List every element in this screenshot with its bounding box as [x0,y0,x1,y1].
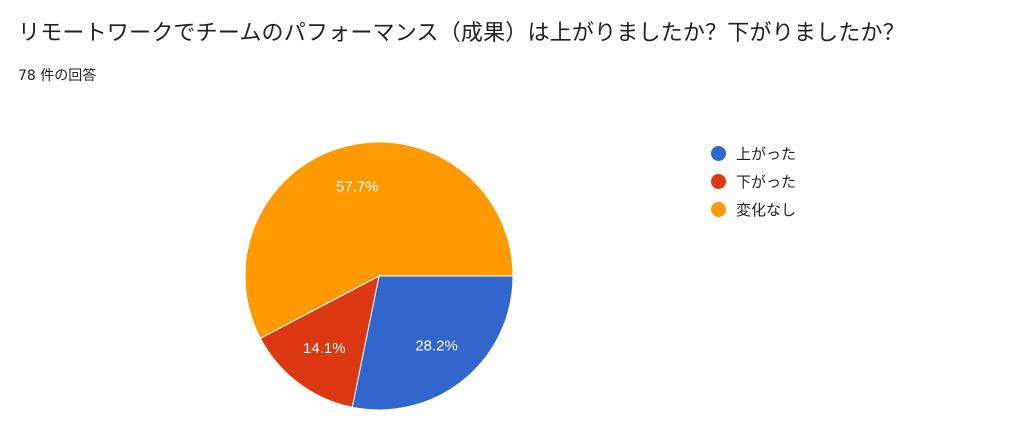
legend-swatch [711,201,726,217]
slice-label: 14.1% [303,340,346,357]
legend-label: 変化なし [736,200,797,219]
pie-slice[interactable] [244,141,514,340]
question-title: リモートワークでチームのパフォーマンス（成果）は上がりましたか？下がりましたか？ [18,21,905,46]
legend-swatch [711,173,726,189]
legend-item[interactable]: 上がった [711,139,796,167]
legend-swatch [711,145,726,161]
chart-legend: 上がった下がった変化なし [711,139,796,223]
legend-item[interactable]: 変化なし [711,195,796,223]
legend-label: 下がった [736,172,797,191]
slice-label: 57.7% [336,178,379,195]
pie-slice[interactable] [259,275,380,408]
pie-slice[interactable] [351,275,514,411]
response-count: 78 件の回答 [18,68,97,84]
slice-label: 28.2% [415,338,458,355]
legend-item[interactable]: 下がった [711,167,796,195]
legend-label: 上がった [736,144,797,163]
